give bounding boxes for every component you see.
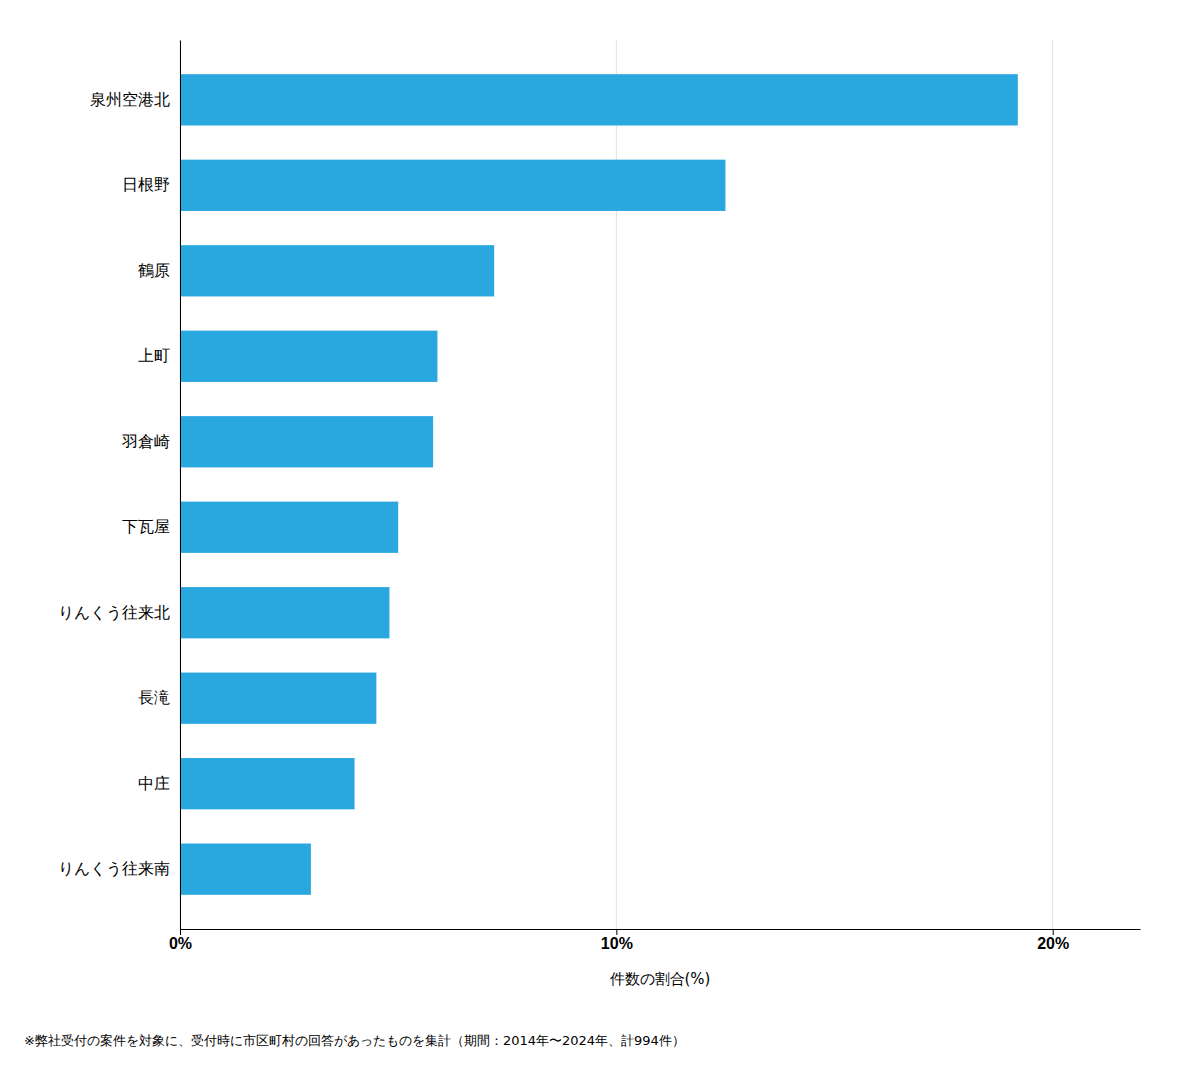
bar	[180, 758, 355, 809]
tick: 長滝	[138, 689, 170, 706]
tick-label: 上町	[138, 347, 170, 364]
bar	[180, 502, 398, 553]
tick-label: 泉州空港北	[90, 91, 170, 108]
tick: 鶴原	[138, 262, 170, 279]
grid-line	[180, 40, 181, 929]
bars	[180, 74, 1018, 895]
tick-label: りんくう往来南	[58, 860, 170, 878]
tick-mark	[616, 929, 617, 935]
tick-label: 下瓦屋	[122, 518, 170, 535]
tick: 羽倉崎	[121, 433, 170, 450]
tick-label: 10%	[601, 935, 633, 952]
bar	[180, 844, 311, 895]
tick-mark	[180, 929, 181, 935]
tick: 上町	[138, 347, 170, 364]
bar	[180, 331, 437, 382]
tick-label: りんくう往来北	[58, 604, 170, 622]
tick: 日根野	[122, 176, 170, 193]
tick-label: 中庄	[138, 775, 170, 792]
tick-label: 鶴原	[138, 262, 170, 279]
tick: りんくう往来北	[58, 604, 170, 622]
grid	[180, 40, 1053, 929]
bar	[180, 245, 494, 296]
bar	[180, 160, 725, 211]
x-axis: 0% 10% 20%	[169, 929, 1141, 952]
y-axis: りんくう往来南 中庄 長滝 りんくう往来北 下瓦屋 羽倉崎 上町 鶴原 日根野 泉州空港北	[58, 41, 181, 930]
bar	[180, 74, 1018, 125]
axis-line	[181, 929, 1141, 930]
tick: 10%	[601, 929, 633, 952]
bar	[180, 416, 433, 467]
tick-label: 長滝	[138, 689, 170, 706]
bar	[180, 673, 376, 724]
footnote: ※弊社受付の案件を対象に、受付時に市区町村の回答があったものを集計（期間：201…	[24, 1033, 685, 1048]
tick-label: 0%	[169, 935, 192, 952]
tick: 20%	[1037, 929, 1069, 952]
tick: 下瓦屋	[122, 518, 170, 535]
grid-line	[1052, 40, 1053, 929]
tick: 中庄	[138, 775, 170, 792]
axis-title: 件数の割合(%)	[610, 970, 711, 988]
tick: 泉州空港北	[90, 91, 170, 108]
bar	[180, 587, 389, 638]
tick-mark	[1053, 929, 1054, 935]
axis-line	[180, 41, 181, 930]
tick-label: 20%	[1037, 935, 1069, 952]
tick-label: 羽倉崎	[121, 433, 170, 450]
tick: りんくう往来南	[58, 860, 170, 878]
tick: 0%	[169, 929, 192, 952]
chart: 0% 10% 20% りんくう往来南 中庄 長滝 りんくう往来北 下瓦屋 羽倉崎 上町 鶴原 日根野 泉…	[0, 0, 1200, 1069]
plot: 0% 10% 20% りんくう往来南 中庄 長滝 りんくう往来北 下瓦屋 羽倉崎 上町 鶴原 日根野 泉…	[58, 40, 1141, 952]
tick-label: 日根野	[122, 176, 170, 193]
